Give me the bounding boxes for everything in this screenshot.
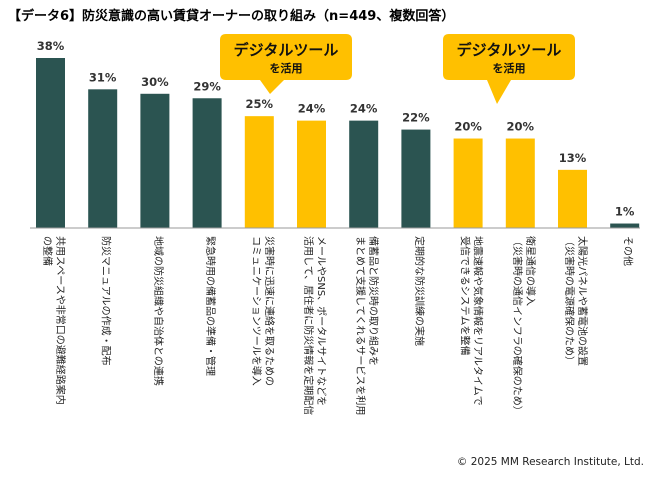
bar-7 <box>349 120 379 228</box>
category-label-line: 受信できるシステムを整備 <box>459 236 472 355</box>
category-label-line: 活用して、居住者に防災情報を定期配信 <box>302 236 315 415</box>
category-label-line: 地震速報や気象情報をリアルタイムで <box>472 236 485 406</box>
category-label-line: その他 <box>622 236 635 266</box>
value-label-1: 38% <box>37 39 65 53</box>
category-label-line: 緊急時用の備蓄品の準備・管理 <box>204 236 217 376</box>
bar-9 <box>453 138 483 228</box>
bar-4 <box>192 98 222 229</box>
category-label-11: 太陽光パネルや蓄電池の設置（災害時の電源確保のため） <box>563 236 589 366</box>
category-label-10: 衛星通信の導入（災害時の通信インフラの確保のため） <box>511 236 537 416</box>
value-label-10: 20% <box>507 120 535 134</box>
value-label-8: 22% <box>402 111 430 125</box>
category-label-line: 定期的な防災訓練の実施 <box>413 236 426 346</box>
category-label-line: （災害時の通信インフラの確保のため） <box>511 236 524 416</box>
bar-1 <box>36 58 65 228</box>
chart-title: 【データ6】防災意識の高い賃貸オーナーの取り組み（n=449、複数回答） <box>8 8 454 24</box>
category-label-line: （災害時の電源確保のため） <box>563 236 576 366</box>
bar-6 <box>297 120 326 228</box>
value-label-3: 30% <box>141 75 169 89</box>
bar-3 <box>140 93 170 228</box>
category-label-line: 災害時に迅速に連絡を取るための <box>263 236 276 386</box>
value-label-9: 20% <box>454 120 482 134</box>
category-label-12: その他 <box>622 236 635 266</box>
category-label-line: の整備 <box>41 236 54 266</box>
category-label-8: 定期的な防災訓練の実施 <box>413 236 426 346</box>
callout-bubble <box>443 34 575 104</box>
category-label-2: 防災マニュアルの作成・配布 <box>100 236 113 366</box>
callout-bubble <box>220 34 352 94</box>
bar-2 <box>88 89 118 228</box>
category-label-line: まとめて支援してくれるサービスを利用 <box>354 236 367 415</box>
category-label-line: 防災マニュアルの作成・配布 <box>100 236 113 366</box>
bar-10 <box>505 138 535 228</box>
category-label-line: 地域の防災組織や自治体との連携 <box>152 236 165 386</box>
value-label-12: 1% <box>615 205 635 219</box>
category-label-line: 衛星通信の導入 <box>524 236 537 306</box>
category-label-line: 備蓄品と防災時の取り組みを <box>367 236 380 366</box>
bar-5 <box>244 116 274 228</box>
category-label-4: 緊急時用の備蓄品の準備・管理 <box>204 236 217 376</box>
value-label-11: 13% <box>559 151 587 165</box>
value-label-2: 31% <box>89 70 117 84</box>
category-label-3: 地域の防災組織や自治体との連携 <box>152 236 165 386</box>
callout-sub-text: を活用 <box>493 61 526 75</box>
bar-12 <box>610 223 640 228</box>
bars-group: 38% 31% 30% 29% 25% 24% 24% 22% 20% 20% 13% 1% <box>36 39 640 229</box>
value-label-5: 25% <box>246 97 274 111</box>
value-label-7: 24% <box>350 102 378 116</box>
callout-sub-text: を活用 <box>270 61 303 75</box>
value-label-4: 29% <box>193 79 221 93</box>
copyright-text: © 2025 MM Research Institute, Ltd. <box>457 456 644 468</box>
value-label-6: 24% <box>298 102 326 116</box>
bar-11 <box>558 169 587 228</box>
bar-8 <box>401 129 431 228</box>
category-label-line: メールやSNS、ポータルサイトなどを <box>315 236 327 406</box>
category-label-line: コミュニケーションツールを導入 <box>250 236 263 386</box>
category-label-line: 太陽光パネルや蓄電池の設置 <box>576 236 589 366</box>
category-label-line: 共用スペースや非常口の避難経路案内 <box>54 236 67 405</box>
callout-main-text: デジタルツール <box>457 41 562 59</box>
callout-main-text: デジタルツール <box>234 41 339 59</box>
